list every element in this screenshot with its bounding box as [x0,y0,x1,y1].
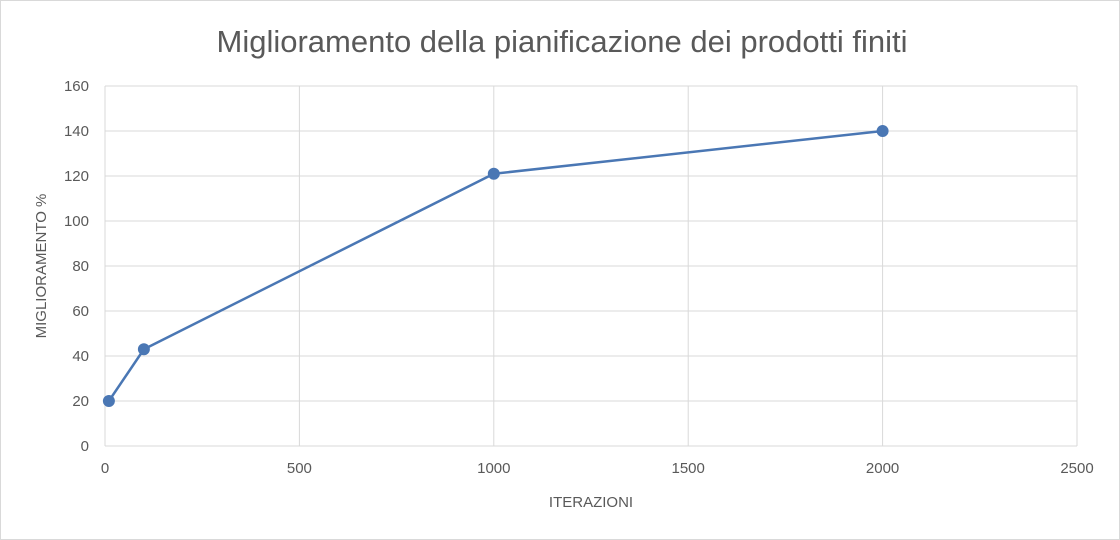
x-tick-label: 1000 [477,460,510,477]
y-tick-label: 60 [72,303,89,320]
chart-title: Miglioramento della pianificazione dei p… [217,24,908,59]
x-tick-label: 500 [287,460,312,477]
y-tick-label: 0 [81,438,89,455]
y-axis-title: MIGLIORAMENTO % [33,194,50,339]
y-tick-label: 100 [64,213,89,230]
y-tick-label: 140 [64,123,89,140]
y-tick-label: 40 [72,348,89,365]
x-tick-label: 1500 [672,460,705,477]
data-point [102,395,115,407]
y-tick-label: 20 [72,393,89,410]
y-tick-labels: 0 20 40 60 80 100 120 140 160 [64,78,89,455]
series-group [102,125,889,407]
x-tick-label: 0 [101,460,109,477]
x-tick-label: 2000 [866,460,899,477]
data-point [487,167,500,180]
y-tick-label: 80 [72,258,89,275]
gridlines [104,85,1078,447]
data-point [876,125,889,137]
x-tick-label: 2500 [1060,460,1093,477]
data-point [137,343,150,356]
x-axis-title: ITERAZIONI [549,494,633,511]
y-tick-label: 160 [64,78,89,95]
y-tick-label: 120 [64,168,89,185]
series-line [107,129,883,402]
x-tick-labels: 0 500 1000 1500 2000 2500 [101,460,1094,477]
